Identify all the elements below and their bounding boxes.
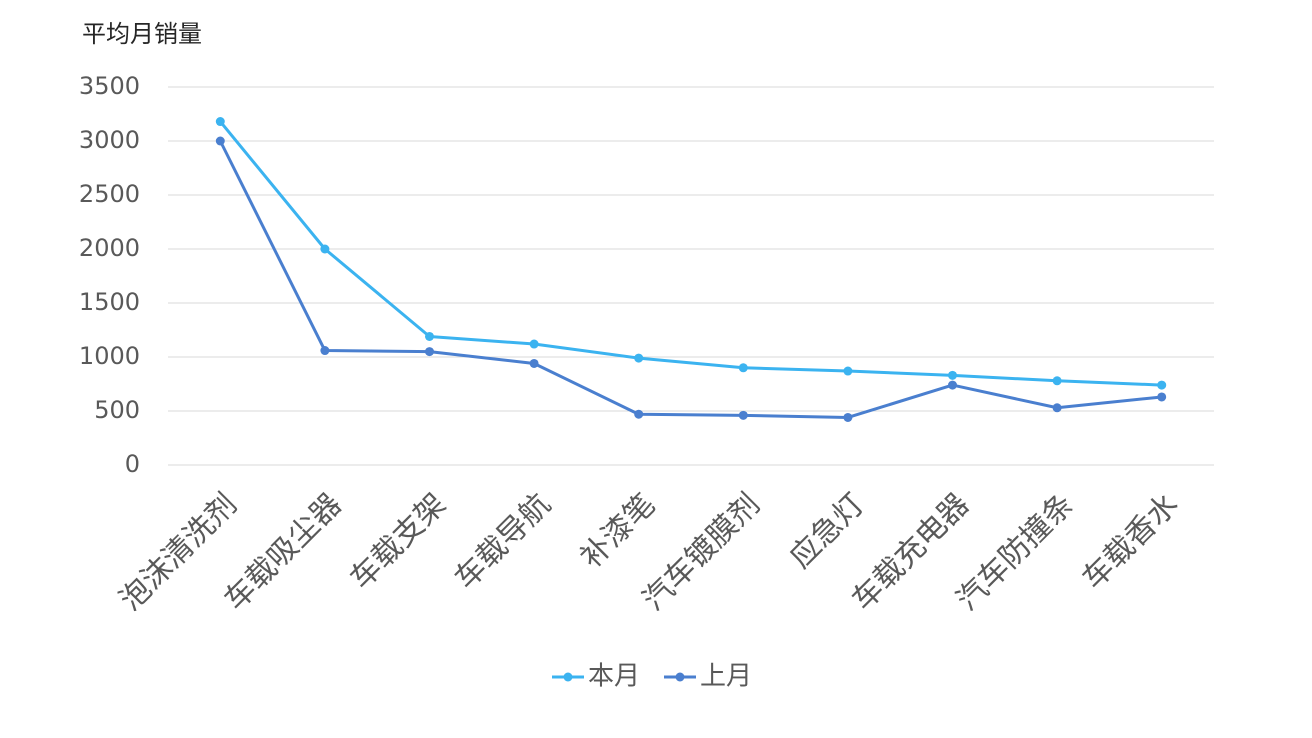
data-point [634, 409, 644, 419]
data-point [948, 380, 957, 390]
data-point [1052, 403, 1062, 413]
y-tick-label: 0 [125, 450, 140, 478]
y-tick-label: 2500 [79, 180, 140, 208]
legend-label: 本月 [588, 662, 640, 692]
y-tick-label: 500 [94, 396, 140, 424]
legend-marker [675, 672, 685, 682]
data-point [738, 363, 748, 373]
data-point [320, 244, 330, 254]
data-point [1052, 376, 1062, 386]
data-point [215, 117, 225, 127]
y-tick-label: 3000 [79, 126, 140, 154]
x-tick-label: 应急灯 [783, 487, 871, 575]
legend-marker [563, 672, 573, 682]
data-point [1157, 392, 1167, 402]
data-point [948, 370, 957, 380]
data-point [425, 331, 434, 341]
series-line [218, 140, 1162, 419]
y-tick-label: 2000 [79, 234, 140, 262]
y-tick-label: 1000 [79, 342, 140, 370]
y-axis-title: 平均月销量 [82, 20, 202, 48]
data-point [425, 347, 434, 357]
data-point [843, 366, 853, 376]
data-point [529, 339, 539, 349]
legend-label: 上月 [700, 662, 752, 692]
y-tick-label: 3500 [79, 72, 140, 100]
x-tick-label: 车载香水 [1076, 487, 1186, 597]
data-point [215, 136, 225, 146]
series-line [219, 120, 1162, 387]
data-point [843, 412, 853, 422]
data-point [738, 410, 748, 420]
x-tick-label: 车载支架 [344, 487, 454, 597]
y-tick-label: 1500 [79, 288, 140, 316]
data-point [634, 353, 644, 363]
data-point [320, 346, 330, 356]
data-point [529, 358, 539, 368]
x-tick-label: 补漆笔 [574, 487, 662, 575]
x-tick-label: 车载导航 [448, 487, 558, 597]
data-point [1157, 380, 1167, 390]
